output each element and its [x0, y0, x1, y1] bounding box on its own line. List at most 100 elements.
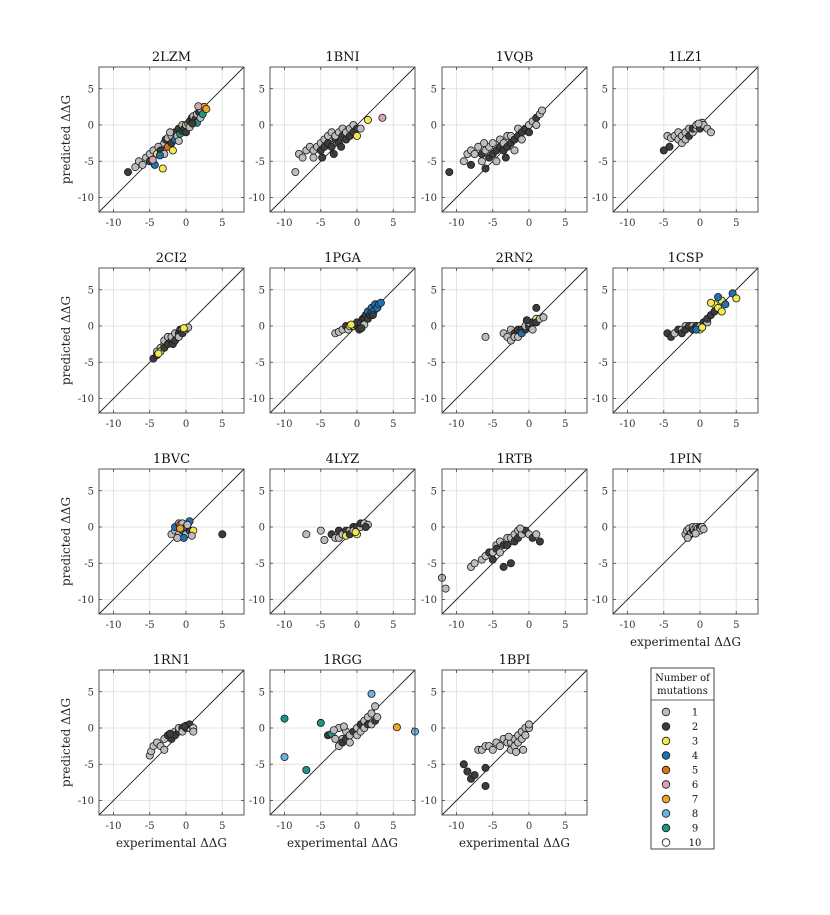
- x-tick-label: 5: [390, 821, 396, 832]
- y-tick-label: -10: [421, 796, 437, 807]
- data-point: [339, 722, 348, 731]
- data-point: [714, 292, 723, 301]
- x-tick-label: -5: [145, 419, 155, 430]
- x-axis-label: experimental ΔΔG: [459, 836, 570, 850]
- data-point: [459, 760, 468, 769]
- y-tick-label: -5: [598, 559, 608, 570]
- x-tick-label: -5: [145, 218, 155, 229]
- axes-box: [98, 669, 245, 816]
- data-point: [721, 300, 730, 309]
- data-point: [698, 323, 707, 332]
- x-tick-label: -10: [276, 419, 292, 430]
- data-point: [378, 113, 387, 122]
- data-point: [481, 332, 490, 341]
- y-tick-label: -5: [84, 358, 94, 369]
- x-tick-label: 5: [562, 620, 568, 631]
- data-point: [138, 160, 147, 169]
- panel-1lz1: -10 -5 0 5 5 0 -5 -10 1LZ1: [592, 50, 759, 229]
- data-point: [345, 738, 354, 747]
- data-point: [331, 734, 340, 743]
- legend-title: Number of: [655, 673, 711, 684]
- data-point: [532, 121, 541, 130]
- y-tick-label: 0: [431, 523, 437, 534]
- data-point: [329, 149, 338, 158]
- data-point: [521, 731, 530, 740]
- data-point: [477, 157, 486, 166]
- legend-label: 5: [692, 766, 698, 777]
- x-tick-label: -5: [316, 821, 326, 832]
- data-point: [124, 168, 133, 177]
- data-point: [320, 536, 329, 545]
- panel-1pin: -10 -5 0 5 5 0 -5 -10 1PIN: [592, 452, 759, 631]
- data-point: [154, 349, 163, 358]
- y-tick-label: -10: [249, 796, 265, 807]
- y-axis-label: predicted ΔΔG: [59, 698, 73, 787]
- legend-label: 1: [692, 708, 698, 719]
- data-point: [538, 106, 547, 115]
- legend-box: [650, 667, 715, 850]
- panel-2rn2: -10 -5 0 5 5 0 -5 -10 2RN2: [421, 251, 588, 430]
- data-point: [512, 747, 521, 756]
- y-tick-label: 5: [88, 486, 94, 497]
- y-tick-label: 0: [602, 121, 608, 132]
- data-point: [188, 119, 197, 128]
- legend-marker: [661, 780, 671, 789]
- data-point: [371, 702, 380, 711]
- y-tick-label: 5: [88, 687, 94, 698]
- data-point: [160, 745, 169, 754]
- y-tick-label: -5: [84, 559, 94, 570]
- data-point: [329, 726, 338, 735]
- legend-label: 2: [692, 722, 698, 733]
- data-point: [699, 525, 708, 534]
- x-tick-label: -10: [276, 821, 292, 832]
- data-point: [445, 168, 454, 177]
- data-point: [367, 689, 376, 698]
- x-tick-label: -5: [488, 620, 498, 631]
- panel-title: 4LYZ: [326, 452, 360, 467]
- panel-1csp: -10 -5 0 5 5 0 -5 -10 1CSP: [592, 251, 759, 430]
- x-tick-label: -5: [659, 419, 669, 430]
- x-tick-label: -10: [619, 419, 635, 430]
- y-tick-label: 5: [431, 687, 437, 698]
- y-tick-label: 5: [431, 84, 437, 95]
- axes-box: [269, 66, 416, 213]
- legend-marker: [661, 707, 671, 717]
- panel-title: 1RGG: [323, 653, 362, 668]
- data-point: [488, 139, 497, 148]
- y-tick-label: -5: [427, 358, 437, 369]
- data-point: [481, 782, 490, 791]
- data-point: [499, 562, 508, 571]
- y-tick-label: 0: [88, 121, 94, 132]
- y-tick-label: -10: [78, 394, 94, 405]
- y-tick-label: -5: [598, 157, 608, 168]
- panel-1vqb: -10 -5 0 5 5 0 -5 -10 1VQB: [421, 50, 588, 229]
- data-point: [683, 533, 692, 542]
- legend-label: 8: [692, 809, 698, 820]
- axes-box: [441, 267, 588, 414]
- x-tick-label: 5: [733, 218, 739, 229]
- panel-title: 2CI2: [156, 251, 188, 266]
- x-tick-label: -10: [276, 218, 292, 229]
- panel-title: 2RN2: [496, 251, 534, 266]
- data-point: [158, 164, 167, 173]
- y-tick-label: -5: [255, 559, 265, 570]
- axes-box: [441, 468, 588, 615]
- axes-box: [98, 468, 245, 615]
- data-point: [470, 559, 479, 568]
- y-tick-label: 0: [259, 523, 265, 534]
- data-point: [194, 102, 203, 111]
- panel-title: 1VQB: [496, 50, 534, 65]
- panel-1rtb: -10 -5 0 5 5 0 -5 -10 1RTB: [421, 452, 588, 631]
- data-point: [470, 771, 479, 780]
- y-axis-label: predicted ΔΔG: [59, 95, 73, 184]
- axes-box: [269, 267, 416, 414]
- data-point: [367, 709, 376, 718]
- data-point: [280, 753, 289, 762]
- x-tick-label: 0: [183, 821, 189, 832]
- panel-1bvc: -10 -5 0 5 5 0 -5 -10 1BVC: [78, 452, 245, 631]
- x-tick-label: 0: [354, 218, 360, 229]
- y-tick-label: -10: [249, 595, 265, 606]
- panel-4lyz: -10 -5 0 5 5 0 -5 -10 4LYZ: [249, 452, 416, 631]
- data-point: [525, 720, 534, 729]
- panel-2lzm: -10 -5 0 5 5 0 -5 -10 2LZM: [78, 50, 245, 229]
